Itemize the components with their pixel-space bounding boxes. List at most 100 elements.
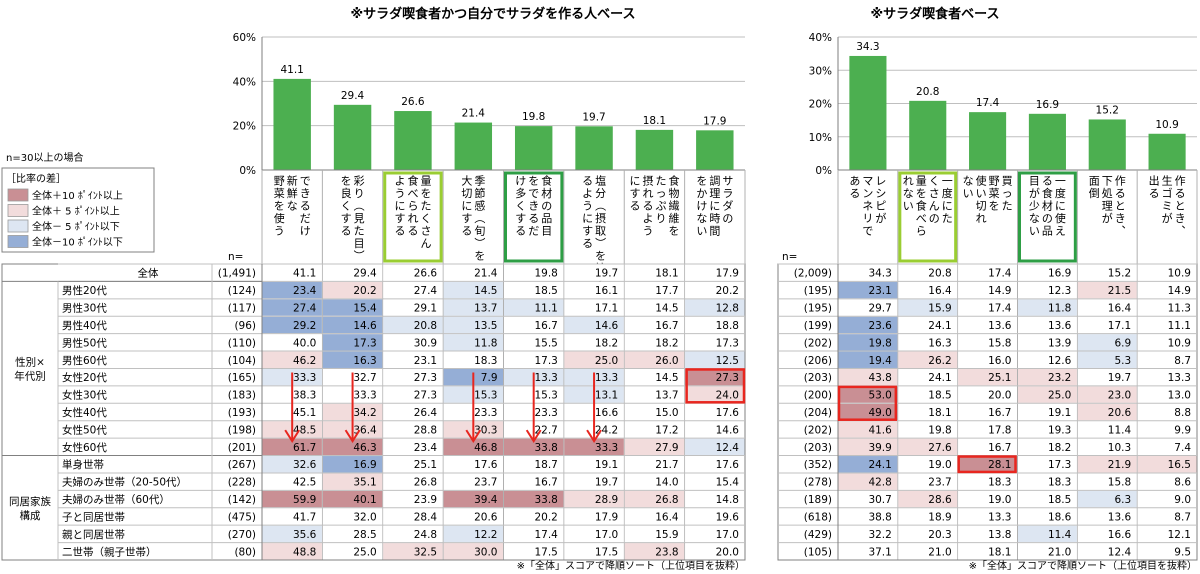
bar [514,126,553,170]
legend-item-label: 全体－ 5 ﾎﾟｲﾝﾄ以下 [32,220,120,233]
table-value: 14.6 [353,320,377,332]
category-label-char: 鮮 [287,186,298,200]
table-cell [383,368,443,386]
category-label-char: 繊 [668,200,679,213]
bar [969,112,1007,170]
table-cell [958,316,1017,334]
table-cell [262,473,322,490]
category-label-char: る [394,225,405,238]
table-value: 25.0 [1048,390,1071,402]
category-label-char: 理 [709,187,720,200]
table-value: 35.1 [353,477,376,489]
table-value: 36.4 [353,424,377,436]
category-label-char: ︶ [595,237,606,250]
category-label-char: う [642,225,653,238]
category-label-char: 季 [474,175,485,188]
category-label-char: 一 [1055,175,1066,188]
category-label-char: 節 [474,186,485,200]
table-value: 23.6 [868,320,892,332]
table-value: 16.6 [1108,529,1132,541]
table-cell [1018,316,1077,334]
table-value: 28.4 [414,511,438,523]
category-label-char: を [916,187,927,200]
table-cell [504,264,564,281]
category-label-char: あ [849,175,860,188]
table-value: 18.3 [474,355,497,367]
table-cell [685,281,745,299]
table-value: 33.3 [353,390,376,402]
table-cell [624,281,685,299]
category-label-char: う [582,200,593,213]
bar [575,126,613,170]
category-label-char: マ [862,175,873,188]
table-value: 26.8 [414,477,437,489]
table-value: 5.3 [1114,355,1131,367]
table-value: 6.9 [1114,337,1131,349]
table-cell [443,438,503,456]
table-cell [383,473,443,490]
sample-size: (183) [228,390,256,402]
sample-size: (278) [804,477,832,489]
category-label-char: た [354,225,365,238]
table-cell [898,368,958,386]
category-label-char: 見 [354,212,365,225]
table-cell [958,421,1017,438]
table-cell [958,543,1017,560]
table-cell [262,334,322,351]
table-value: 9.9 [1174,424,1191,436]
table-cell [1077,403,1137,421]
y-tick-label: 0% [239,165,256,177]
category-label-char: ら [916,225,927,238]
table-cell [685,421,745,438]
category-label-char: く [420,212,431,225]
table-value: 12.5 [716,355,739,367]
table-value: 26.6 [414,268,438,280]
table-cell [564,543,624,560]
table-cell [504,438,564,456]
category-label-char: 食 [407,174,418,188]
legend-condition: n=30以上の場合 [6,151,83,164]
table-cell [624,264,685,281]
category-label-char: う [274,225,285,238]
table-cell [564,264,624,281]
category-label-char: れ [642,187,653,200]
table-value: 13.7 [474,303,497,315]
table-value: 10.3 [1108,442,1131,454]
category-label-char: る [642,200,653,213]
table-value: 15.5 [534,337,557,349]
table-value: 8.6 [1174,477,1191,489]
table-value: 28.1 [988,459,1011,471]
table-cell [1137,473,1197,490]
table-value: 14.6 [716,424,740,436]
category-label-char: る [1115,187,1126,200]
table-cell [838,368,898,386]
table-value: 12.3 [1048,285,1071,297]
table-value: 15.4 [353,303,377,315]
table-value: 24.0 [716,390,739,402]
sample-size: (80) [234,546,256,558]
table-cell [1137,403,1197,421]
table-value: 12.8 [716,303,739,315]
table-cell [322,473,383,490]
table-cell [958,386,1017,403]
table-value: 17.6 [474,459,498,471]
table-value: 17.9 [716,268,739,280]
table-value: 16.7 [988,407,1011,419]
sample-size: (193) [228,407,256,419]
sample-size: (204) [804,407,832,419]
category-label-char: で [862,225,873,238]
table-value: 18.5 [534,285,557,297]
table-cell [1077,316,1137,334]
table-cell [383,386,443,403]
table-value: 23.4 [293,285,317,297]
table-cell [504,316,564,334]
table-cell [1018,543,1077,560]
table-cell [1018,456,1077,473]
table-value: 13.6 [1048,320,1072,332]
category-label-char: サ [722,175,733,188]
table-cell [564,334,624,351]
table-cell [685,299,745,316]
category-label-char: う [394,187,405,200]
bar [1088,119,1126,170]
table-value: 27.9 [655,442,678,454]
